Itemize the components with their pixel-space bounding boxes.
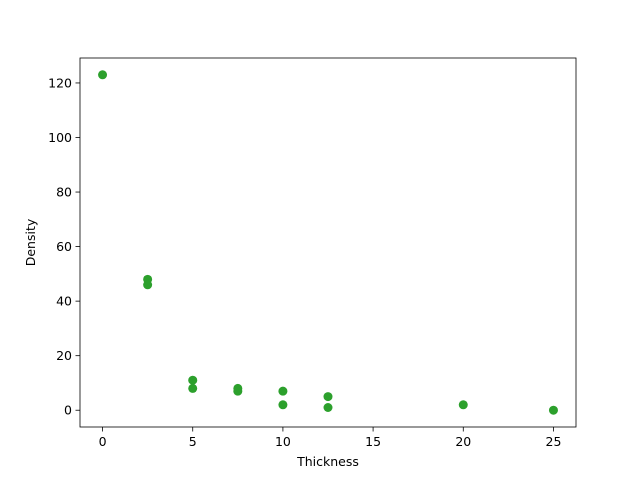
x-tick-label: 0 bbox=[99, 434, 107, 449]
y-tick-label: 120 bbox=[48, 75, 72, 90]
plot-area-frame bbox=[79, 57, 577, 428]
y-axis-ticks: 0 20 40 60 80 100 120 bbox=[48, 75, 80, 418]
data-point bbox=[278, 400, 288, 410]
data-point bbox=[458, 400, 468, 410]
y-tick-label: 20 bbox=[56, 348, 72, 363]
x-tick-label: 20 bbox=[455, 434, 471, 449]
y-tick-label: 100 bbox=[48, 130, 72, 145]
x-tick-label: 15 bbox=[365, 434, 381, 449]
y-tick-label: 60 bbox=[56, 239, 72, 254]
y-tick-label: 0 bbox=[64, 403, 72, 418]
data-point bbox=[98, 70, 108, 80]
x-tick-label: 10 bbox=[275, 434, 291, 449]
data-point bbox=[188, 375, 198, 385]
data-point bbox=[143, 280, 153, 290]
y-axis-label: Density bbox=[23, 218, 38, 266]
data-point bbox=[188, 383, 198, 393]
y-tick-label: 80 bbox=[56, 185, 72, 200]
data-point bbox=[323, 403, 333, 412]
x-axis-ticks: 0 5 10 15 20 25 bbox=[99, 427, 562, 449]
x-tick-label: 25 bbox=[546, 434, 562, 449]
data-points bbox=[98, 70, 558, 415]
data-point bbox=[233, 386, 243, 396]
data-point bbox=[323, 392, 333, 402]
x-axis-label: Thickness bbox=[296, 454, 359, 469]
y-tick-label: 40 bbox=[56, 294, 72, 309]
data-point bbox=[548, 405, 558, 415]
x-tick-label: 5 bbox=[189, 434, 197, 449]
data-point bbox=[278, 386, 288, 396]
